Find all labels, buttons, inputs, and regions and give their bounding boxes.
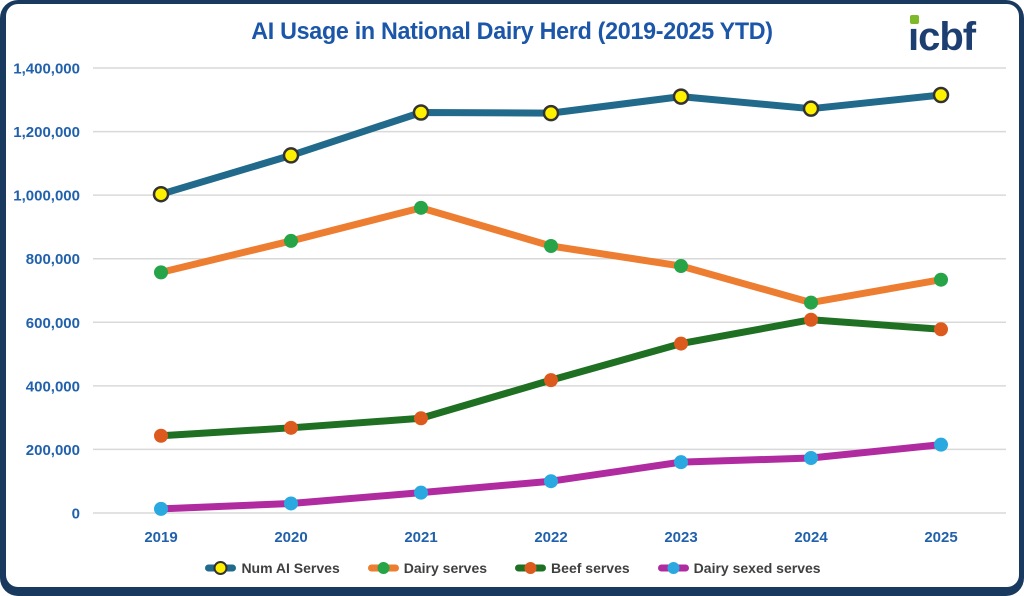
- data-point-marker: [544, 373, 558, 388]
- data-point-marker: [934, 322, 948, 337]
- y-tick-label: 1,000,000: [13, 188, 80, 205]
- data-point-marker: [282, 147, 300, 164]
- legend-item-dairy-serves: Dairy serves: [366, 559, 487, 577]
- series-markers-num-ai-serves: [152, 86, 950, 203]
- data-point-marker: [674, 336, 688, 351]
- y-tick-label: 0: [72, 506, 80, 523]
- data-point-marker: [542, 104, 560, 122]
- legend-dot-swatch: [667, 562, 680, 574]
- x-tick-label: 2020: [274, 529, 307, 546]
- data-point-marker: [804, 312, 818, 327]
- data-point-marker: [284, 496, 298, 511]
- y-tick-label: 200,000: [26, 442, 80, 459]
- data-point-marker: [544, 239, 558, 253]
- legend-dot-swatch: [213, 561, 228, 575]
- data-point-marker: [414, 411, 428, 426]
- series-markers-dairy-sexed-serves: [154, 437, 948, 516]
- x-tick-label: 2022: [534, 529, 567, 546]
- data-point-marker: [284, 420, 298, 435]
- data-point-marker: [414, 200, 428, 215]
- x-tick-label: 2025: [924, 529, 957, 546]
- y-tick-label: 1,200,000: [13, 124, 80, 141]
- legend-label: Num AI Serves: [241, 560, 340, 576]
- data-point-marker: [412, 104, 430, 121]
- x-tick-label: 2024: [794, 529, 828, 546]
- data-point-marker: [284, 233, 298, 248]
- x-tick-label: 2023: [664, 529, 697, 546]
- series-markers-dairy-serves: [154, 200, 948, 310]
- legend-marker-num-ai-serves: [205, 561, 237, 575]
- series-line-dairy-serves: [157, 204, 945, 307]
- legend-label: Dairy sexed serves: [693, 560, 821, 576]
- data-point-marker: [414, 485, 428, 500]
- legend-marker-dairy-serves: [367, 562, 399, 574]
- data-point-marker: [154, 501, 168, 516]
- x-tick-label: 2019: [144, 529, 177, 546]
- data-point-marker: [154, 428, 168, 443]
- legend-item-num-ai-serves: Num AI Serves: [203, 559, 340, 577]
- icbf-logo: ıcbf: [894, 6, 1004, 59]
- data-point-marker: [154, 265, 168, 280]
- legend-dot-swatch: [377, 562, 390, 574]
- y-tick-label: 1,400,000: [13, 61, 80, 78]
- data-point-marker: [674, 259, 688, 274]
- series-markers-beef-serves: [154, 312, 948, 443]
- legend-dot-swatch: [524, 562, 537, 574]
- data-point-marker: [802, 100, 820, 117]
- data-point-marker: [934, 272, 948, 287]
- chart-title: AI Usage in National Dairy Herd (2019-20…: [251, 18, 773, 45]
- legend-marker-dairy-sexed-serves: [657, 562, 689, 574]
- legend-label: Dairy serves: [403, 560, 488, 576]
- data-point-marker: [934, 437, 948, 452]
- data-point-marker: [804, 295, 818, 310]
- legend-item-dairy-sexed-serves: Dairy sexed serves: [656, 559, 821, 577]
- chart-legend: Num AI Serves Dairy serves Beef serves Dair…: [0, 559, 1024, 577]
- data-point-marker: [544, 474, 558, 489]
- y-axis-labels: 0 200,000 400,000 600,000 800,000 1,000,000 1,…: [13, 61, 80, 523]
- data-point-marker: [674, 455, 688, 470]
- data-point-marker: [804, 451, 818, 466]
- icbf-logo-graphic: ıcbf: [908, 15, 978, 59]
- x-tick-label: 2021: [404, 529, 437, 546]
- y-tick-label: 600,000: [26, 315, 80, 332]
- icbf-logo-green-dot: [910, 15, 919, 24]
- x-axis-labels: 2019 2020 2021 2022 2023 2024 2025: [144, 529, 957, 546]
- y-tick-label: 800,000: [26, 251, 80, 268]
- data-point-marker: [932, 86, 950, 104]
- legend-label: Beef serves: [551, 560, 630, 576]
- legend-item-beef-serves: Beef serves: [513, 559, 630, 577]
- data-point-marker: [672, 88, 690, 105]
- legend-marker-beef-serves: [515, 562, 547, 574]
- y-tick-label: 400,000: [26, 378, 80, 395]
- data-point-marker: [152, 185, 170, 203]
- icbf-logo-text: ıcbf: [908, 15, 977, 58]
